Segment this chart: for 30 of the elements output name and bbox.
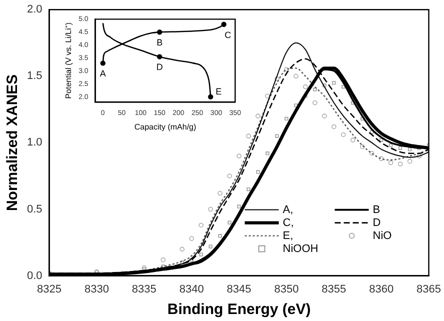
x-tick-label: 8335	[132, 283, 156, 296]
annotation: E	[216, 86, 222, 96]
x-tick-label: 8365	[416, 283, 442, 296]
annotation: B	[156, 38, 163, 48]
legend-label: A,	[282, 204, 294, 216]
x-axis-title: Capacity (mAh/g)	[134, 122, 196, 132]
legend-label: D	[372, 216, 381, 229]
y-tick-label: 0.0	[26, 270, 42, 282]
y-axis-title: Potential (V vs. Li/Li⁺)	[64, 22, 74, 99]
annotation: C	[224, 30, 232, 40]
legend-label: B	[372, 204, 380, 216]
x-tick-label: 8330	[84, 283, 109, 296]
x-tick-label: 8350	[274, 283, 299, 296]
x-tick-label: 8325	[37, 283, 62, 296]
y-tick-label: 1.0	[26, 136, 42, 149]
legend-label: C,	[282, 216, 294, 229]
y-tick-label: 0.5	[26, 203, 42, 216]
y-axis-title: Normalized XANES	[4, 74, 22, 212]
x-tick-label: 8360	[369, 283, 394, 296]
y-tick-label: 2.0	[26, 4, 42, 16]
legend-label: NiO	[372, 230, 392, 242]
annotation: A	[100, 68, 106, 79]
x-tick-label: 8355	[322, 283, 346, 296]
legend-label: E,	[282, 230, 294, 242]
legend-label: NiOOH	[282, 242, 318, 255]
annotation: D	[156, 62, 164, 72]
x-tick-label: 8345	[226, 283, 252, 296]
y-tick-label: 1.5	[26, 70, 42, 82]
x-tick-label: 8340	[179, 283, 204, 296]
x-axis-title: Binding Energy (eV)	[167, 301, 311, 318]
